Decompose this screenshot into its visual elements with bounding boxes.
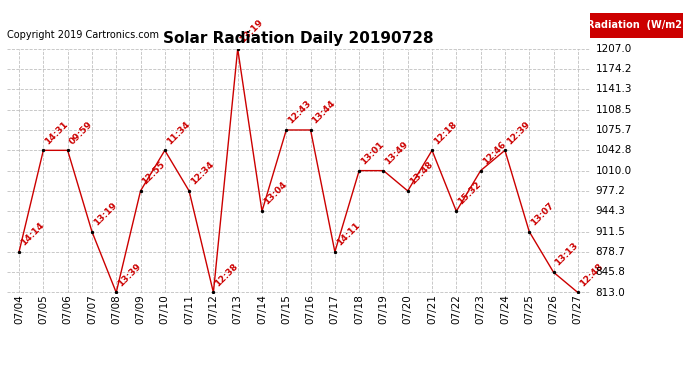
Text: 813.0: 813.0 [595,288,625,297]
Text: Copyright 2019 Cartronics.com: Copyright 2019 Cartronics.com [7,30,159,40]
Point [184,188,195,194]
Point [402,188,413,194]
Text: 944.3: 944.3 [595,206,625,216]
Point [159,147,170,153]
Text: 13:19: 13:19 [237,18,264,44]
Point [500,147,511,153]
Text: 11:34: 11:34 [165,119,192,146]
Text: 09:59: 09:59 [68,119,95,146]
Point [232,46,243,52]
Text: 14:11: 14:11 [335,221,362,248]
Text: 13:13: 13:13 [553,241,580,268]
Text: 13:01: 13:01 [359,140,386,166]
Point [14,249,25,255]
Text: 12:34: 12:34 [189,160,216,186]
Text: 12:46: 12:46 [481,140,507,166]
Point [475,168,486,174]
Text: 1075.7: 1075.7 [595,125,632,135]
Text: 13:44: 13:44 [310,99,337,126]
Text: 1141.3: 1141.3 [595,84,632,94]
Point [426,147,437,153]
Point [135,188,146,194]
Text: 12:18: 12:18 [432,119,459,146]
Point [86,228,97,235]
Text: 13:04: 13:04 [262,180,288,207]
Point [548,269,559,275]
Text: 12:39: 12:39 [505,119,531,146]
Text: 12:38: 12:38 [213,261,240,288]
Text: Radiation  (W/m2): Radiation (W/m2) [586,20,687,30]
Point [110,290,121,296]
Point [305,127,316,133]
Text: 12:55: 12:55 [141,160,167,186]
Text: 14:31: 14:31 [43,119,70,146]
Point [208,290,219,296]
Point [281,127,292,133]
Text: 878.7: 878.7 [595,247,625,257]
Point [38,147,49,153]
Point [329,249,340,255]
Text: 1108.5: 1108.5 [595,105,632,115]
Text: 1207.0: 1207.0 [595,44,632,54]
Point [378,168,389,174]
Text: 13:19: 13:19 [92,201,119,227]
Text: 1174.2: 1174.2 [595,64,632,74]
Text: 13:39: 13:39 [116,261,143,288]
Text: 845.8: 845.8 [595,267,625,277]
Text: 12:48: 12:48 [578,261,604,288]
Point [257,208,268,214]
Point [524,228,535,235]
Text: 977.2: 977.2 [595,186,625,196]
Text: 12:43: 12:43 [286,99,313,126]
Text: 13:07: 13:07 [529,201,556,227]
Text: 911.5: 911.5 [595,226,625,237]
Point [572,290,583,296]
Text: 14:14: 14:14 [19,220,46,248]
Point [451,208,462,214]
Point [354,168,365,174]
Text: 13:49: 13:49 [384,140,411,166]
Text: 1042.8: 1042.8 [595,146,632,155]
Title: Solar Radiation Daily 20190728: Solar Radiation Daily 20190728 [163,31,434,46]
Text: 13:48: 13:48 [408,160,435,186]
Point [62,147,73,153]
Text: 15:32: 15:32 [456,180,483,207]
Text: 1010.0: 1010.0 [595,166,631,176]
